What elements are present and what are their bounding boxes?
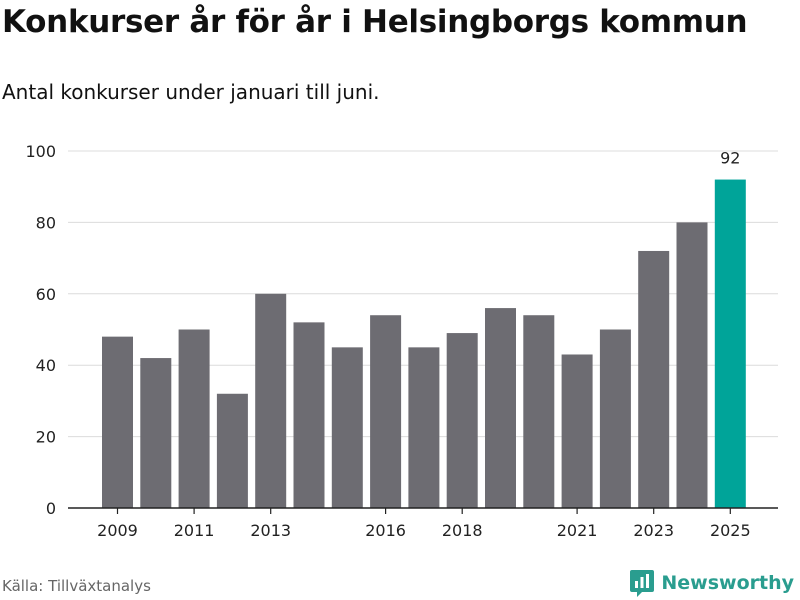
bar-2023	[638, 250, 670, 508]
bar-2009	[102, 336, 133, 508]
x-tick-label: 2018	[442, 521, 483, 540]
brand-logo[interactable]: Newsworthy	[629, 568, 794, 598]
bar-2013	[255, 293, 287, 508]
bar-2019	[485, 308, 516, 508]
x-tick-label: 2023	[633, 521, 674, 540]
x-tick-label: 2011	[174, 521, 215, 540]
bar-2024	[676, 222, 708, 508]
y-tick-label: 60	[36, 285, 56, 304]
x-tick-label: 2025	[710, 521, 751, 540]
x-tick-label: 2021	[557, 521, 598, 540]
bar-2014	[293, 322, 325, 508]
y-tick-label: 80	[36, 213, 56, 232]
y-tick-label: 100	[25, 142, 56, 161]
bar-2017	[408, 347, 440, 508]
bar-2020	[523, 315, 555, 508]
chart-subtitle: Antal konkurser under januari till juni.	[2, 80, 380, 104]
bar-2015	[331, 347, 363, 508]
y-tick-label: 0	[46, 499, 56, 518]
x-tick-label: 2013	[250, 521, 291, 540]
bar-chart: 0 20 40 60 80 100 92 2009 2011 2013 2016 2018 2021 20…	[25, 142, 778, 540]
x-tick-label: 2009	[97, 521, 138, 540]
bar-2025	[714, 179, 746, 508]
bar-2012	[216, 393, 248, 508]
bar-2010	[140, 358, 172, 508]
data-label: 92	[720, 149, 740, 168]
bar-2018	[446, 333, 478, 508]
source-note: Källa: Tillväxtanalys	[2, 577, 151, 595]
bar-2011	[178, 329, 210, 508]
x-tick-label: 2016	[365, 521, 406, 540]
chart-title: Konkurser år för år i Helsingborgs kommu…	[2, 4, 748, 40]
bar-2022	[599, 329, 631, 508]
y-tick-label: 40	[36, 356, 56, 375]
bar-2016	[370, 315, 402, 508]
bar-2021	[561, 354, 593, 508]
newsworthy-logo-icon	[630, 570, 655, 597]
brand-name: Newsworthy	[661, 572, 794, 594]
y-tick-label: 20	[36, 428, 56, 447]
